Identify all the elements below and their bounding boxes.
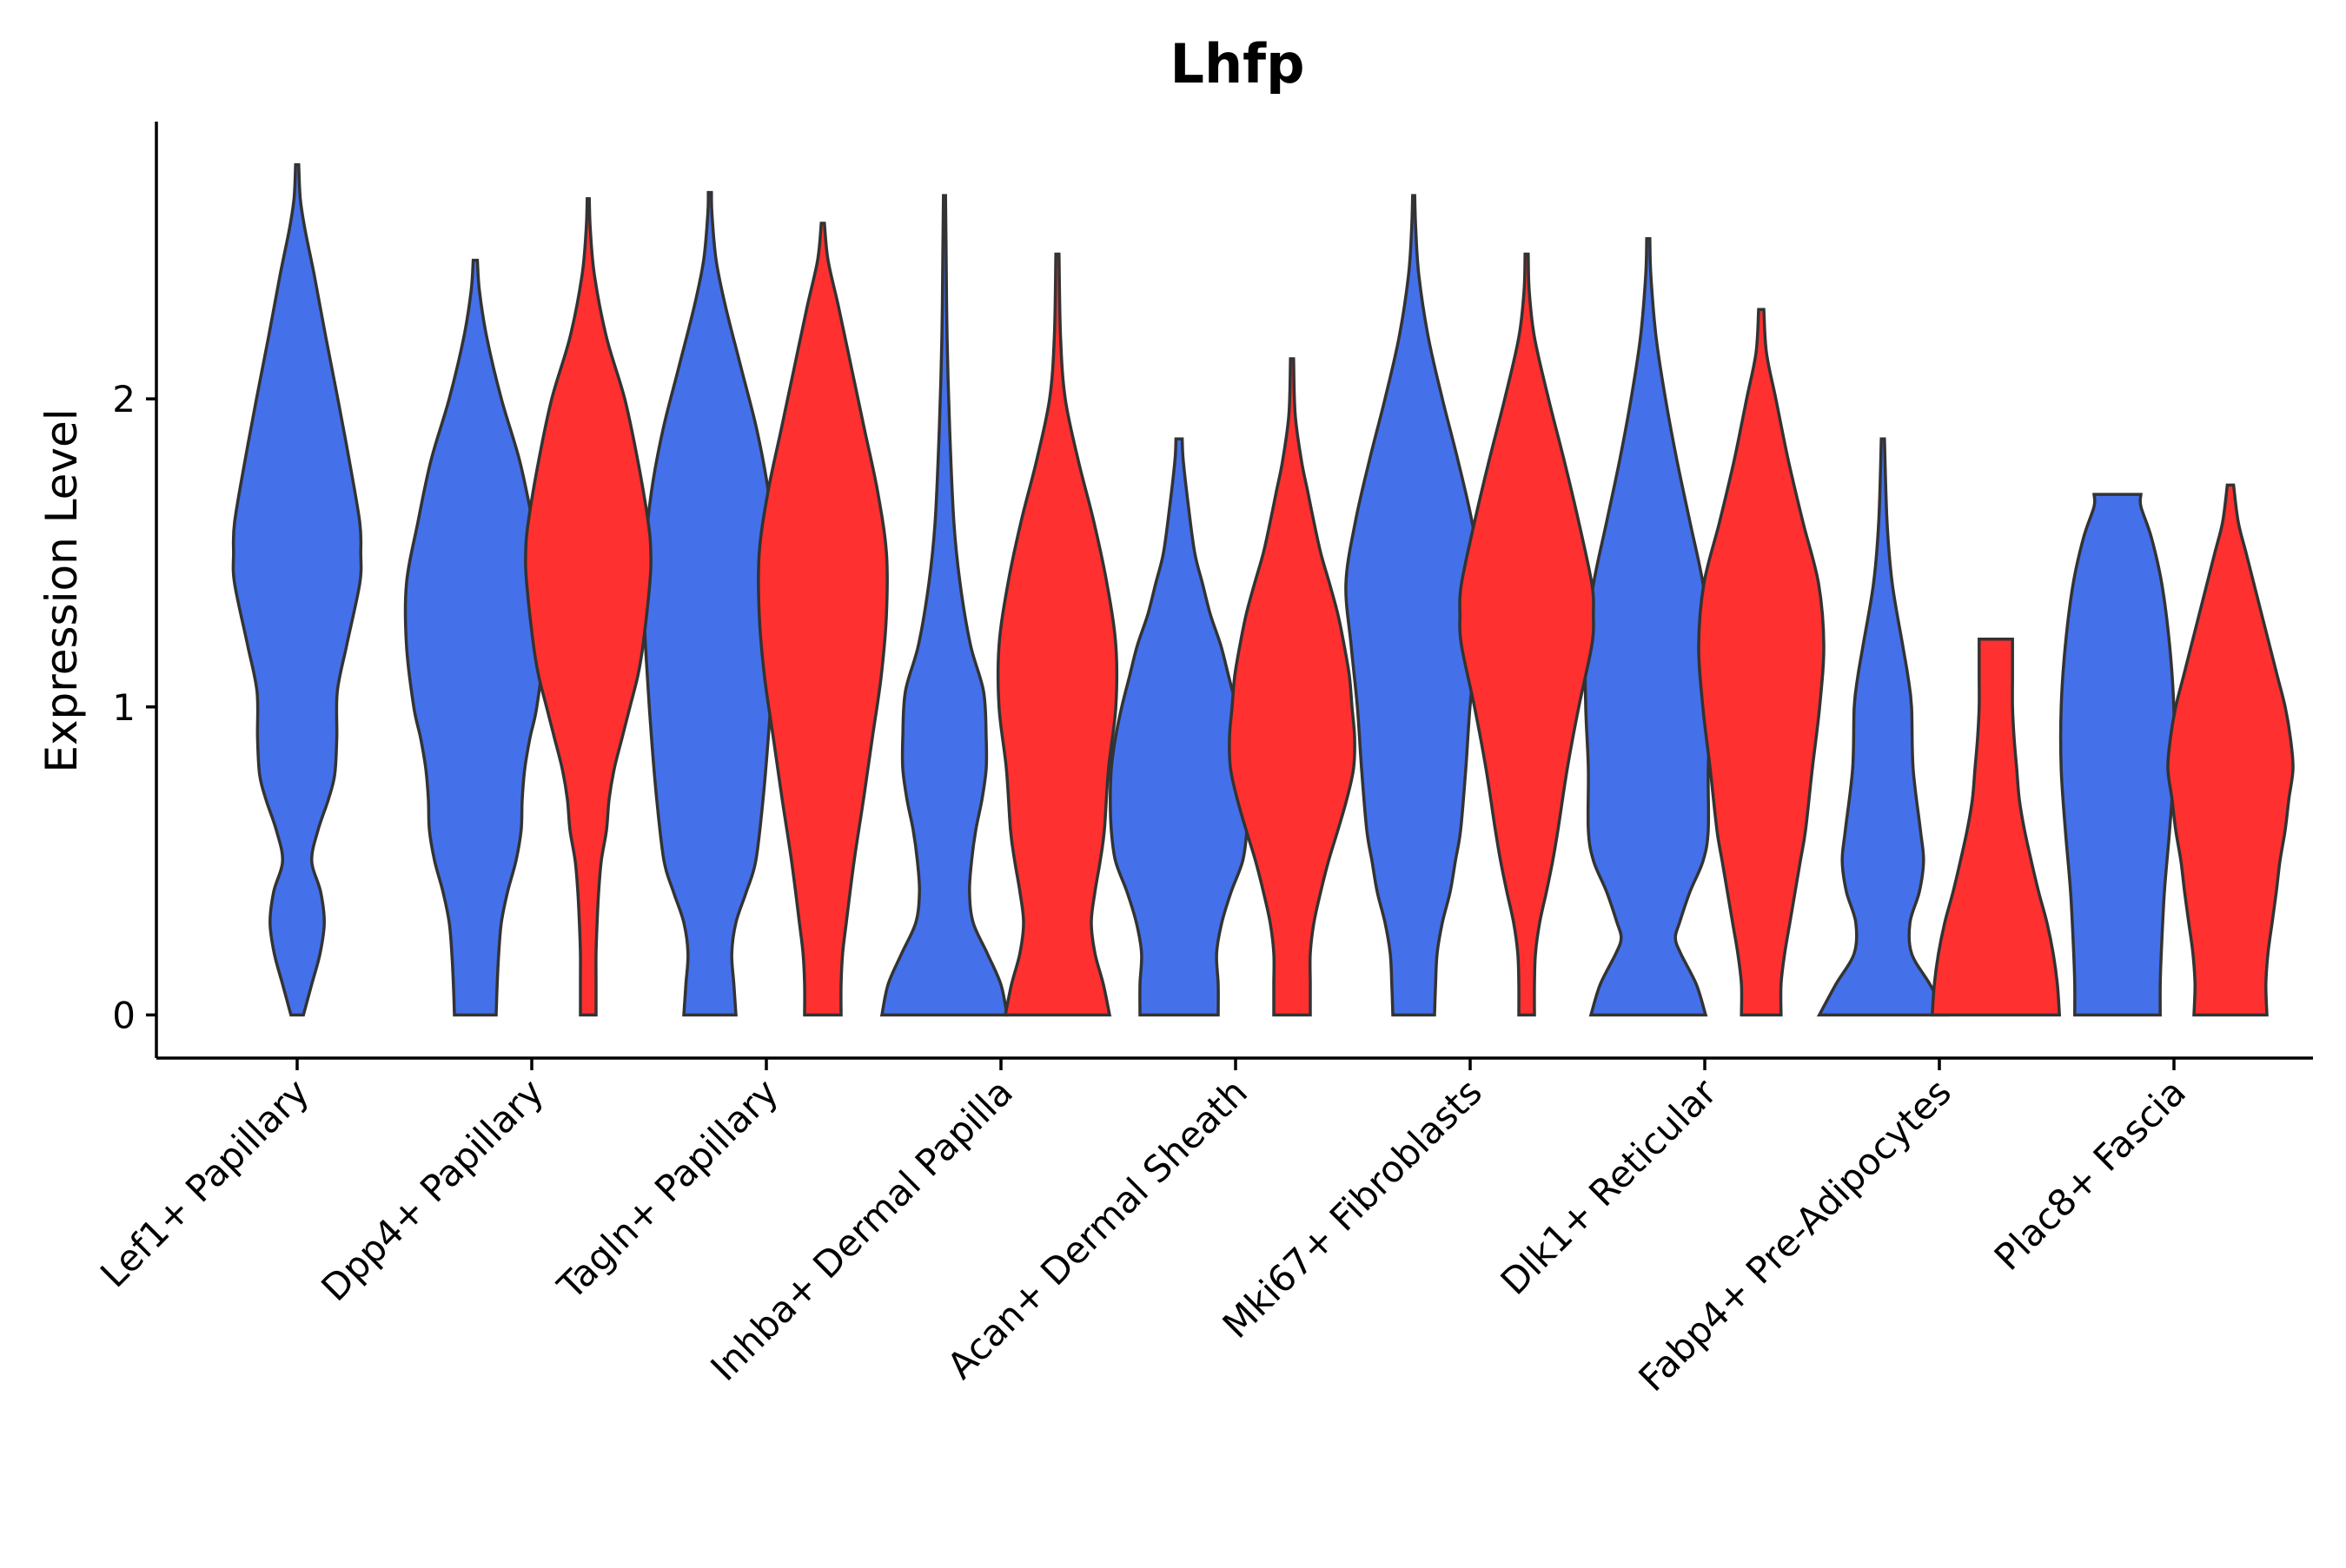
x-tick-label-mki67-fibroblasts: Mki67+ Fibroblasts [1215, 1070, 1490, 1346]
violin-blue-tagln-papillary [642, 190, 778, 1017]
x-tick-label-dlk1-reticular: Dlk1+ Reticular [1493, 1070, 1726, 1303]
y-axis-label: Expression Level [36, 408, 87, 772]
violin-red-acan-dermal-sheath [1228, 357, 1356, 1017]
x-tick-label-tagln-papillary: Tagln+ Papillary [549, 1070, 786, 1307]
violins-layer [231, 162, 2295, 1017]
violin-red-inhba-dermal-papilla [996, 252, 1119, 1017]
x-tick-label-plac8-fascia: Plac8+ Fascia [1986, 1070, 2194, 1278]
x-tick-label-dpp4-papillary: Dpp4+ Papillary [313, 1070, 552, 1309]
violin-blue-dlk1-reticular [1583, 237, 1713, 1017]
violin-red-dlk1-reticular [1697, 308, 1826, 1017]
violin-red-mki67-fibroblasts [1458, 252, 1595, 1017]
violin-blue-plac8-fascia [2058, 493, 2177, 1017]
chart-title: Lhfp [1170, 32, 1305, 96]
violin-red-dpp4-papillary [524, 196, 653, 1017]
y-tick-label-0: 0 [112, 994, 136, 1036]
violin-blue-inhba-dermal-papilla [879, 194, 1010, 1017]
violin-blue-mki67-fibroblasts [1344, 194, 1483, 1017]
violin-blue-lef1-papillary [231, 162, 363, 1017]
violin-red-tagln-papillary [757, 222, 889, 1017]
violin-blue-acan-dermal-sheath [1109, 437, 1249, 1017]
violin-blue-dpp4-papillary [403, 258, 547, 1017]
violin-blue-fabp4-pre-adipocytes [1816, 437, 1950, 1017]
violin-red-fabp4-pre-adipocytes [1930, 637, 2062, 1017]
y-tick-label-1: 1 [112, 686, 136, 729]
violin-red-plac8-fascia [2166, 483, 2295, 1017]
y-tick-label-2: 2 [112, 378, 136, 420]
x-tick-label-lef1-papillary: Lef1+ Papillary [92, 1070, 317, 1295]
